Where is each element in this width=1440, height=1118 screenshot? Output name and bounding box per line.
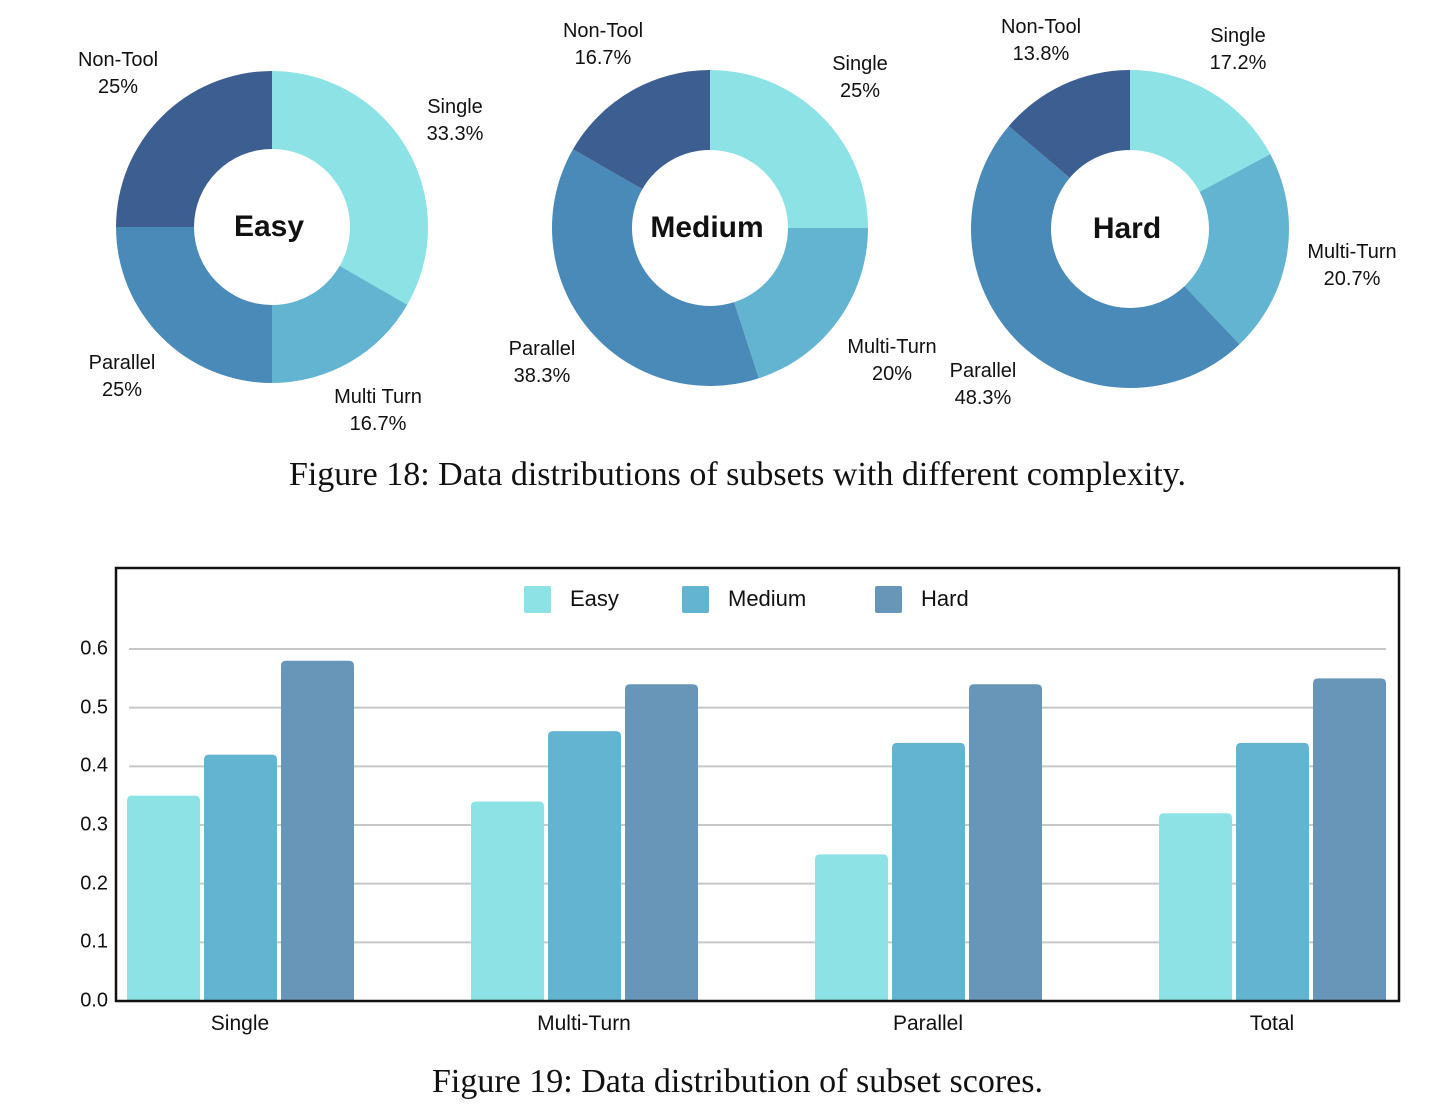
y-tick-label: 0.6 [80, 637, 108, 660]
slice-label: Single 33.3% [427, 94, 484, 148]
slice-value: 16.7% [349, 413, 407, 435]
slice-value: 16.7% [574, 47, 632, 69]
y-tick-label: 0.2 [80, 872, 108, 895]
legend-swatch-hard [875, 586, 902, 613]
bar-hard-multi-turn [625, 684, 698, 1001]
legend-swatch-easy [524, 586, 551, 613]
bar-medium-multi-turn [548, 731, 621, 1001]
y-tick-label: 0.4 [80, 754, 108, 777]
x-category-label: Multi-Turn [537, 1012, 631, 1035]
plot-frame [114, 566, 1401, 1003]
y-tick-label: 0.3 [80, 813, 108, 836]
bar-easy-parallel [815, 854, 888, 1001]
slice-category: Single [427, 96, 483, 118]
bar-easy-total [1159, 813, 1232, 1001]
legend-label: Easy [570, 586, 619, 611]
donut-slice-single [1130, 70, 1271, 192]
slice-value: 38.3% [513, 365, 571, 387]
slice-label: Non-Tool 16.7% [563, 18, 643, 72]
bar-medium-single [204, 754, 277, 1001]
slice-category: Parallel [88, 352, 156, 374]
slice-category: Non-Tool [562, 20, 644, 42]
donut-center-label: Easy [233, 210, 305, 243]
bar-medium-parallel [892, 742, 965, 1001]
slice-value: 25% [839, 80, 881, 102]
donut-slice-multi-turn [734, 228, 869, 379]
slice-label: Multi-Turn 20.7% [1307, 239, 1396, 293]
donut-center-label: Medium [650, 211, 764, 244]
slice-category: Non-Tool [1000, 16, 1082, 38]
legend-label: Hard [921, 586, 969, 611]
slice-value: 48.3% [954, 387, 1012, 409]
legend-swatch-medium [682, 586, 709, 613]
slice-label: Parallel 48.3% [950, 358, 1017, 412]
donut-slice-parallel [116, 227, 272, 383]
donut-slice-multi-turn [272, 265, 408, 383]
slice-category: Multi Turn [334, 386, 422, 408]
donut-slice-parallel [971, 126, 1240, 388]
slice-label: Parallel 38.3% [509, 336, 576, 390]
slice-value: 20% [871, 363, 913, 385]
donut-slice-single [710, 70, 868, 228]
slice-value: 17.2% [1209, 52, 1267, 74]
slice-value: 13.8% [1012, 43, 1070, 65]
figure-19-caption: Figure 19: Data distribution of subset s… [432, 1063, 1043, 1100]
x-category-label: Total [1249, 1012, 1295, 1035]
slice-label: Non-Tool 25% [78, 47, 158, 101]
donut-slice-parallel [551, 149, 759, 387]
slice-category: Parallel [949, 360, 1017, 382]
slice-value: 25% [101, 379, 143, 401]
x-category-label: Single [210, 1012, 270, 1035]
slice-value: 20.7% [1323, 268, 1381, 290]
x-category-label: Parallel [892, 1012, 964, 1035]
donut-slice-non-tool [573, 70, 710, 190]
y-tick-label: 0.1 [80, 930, 108, 953]
bar-easy-multi-turn [471, 801, 544, 1001]
slice-label: Non-Tool 13.8% [1001, 14, 1081, 68]
donut-slice-single [272, 71, 428, 305]
slice-label: Multi Turn 16.7% [334, 384, 422, 438]
slice-category: Single [832, 53, 888, 75]
donut-slice-multi-turn [1184, 154, 1289, 345]
slice-value: 33.3% [426, 123, 484, 145]
bar-hard-total [1313, 678, 1386, 1001]
bar-medium-total [1236, 742, 1309, 1001]
slice-label: Single 25% [832, 51, 888, 105]
bar-hard-parallel [969, 684, 1042, 1001]
figure-18-caption: Figure 18: Data distributions of subsets… [288, 456, 1187, 493]
slice-label: Parallel 25% [89, 350, 156, 404]
legend-label: Medium [728, 586, 807, 611]
slice-category: Non-Tool [77, 49, 159, 71]
slice-category: Multi-Turn [847, 336, 937, 358]
slice-label: Single 17.2% [1210, 23, 1267, 77]
donut-slice-non-tool [1008, 70, 1130, 178]
bar-hard-single [281, 660, 354, 1001]
slice-category: Parallel [508, 338, 576, 360]
slice-value: 25% [97, 76, 139, 98]
slice-category: Single [1210, 25, 1266, 47]
bar-easy-single [127, 795, 200, 1001]
donut-slice-non-tool [116, 71, 272, 227]
slice-label: Multi-Turn 20% [847, 334, 936, 388]
slice-category: Multi-Turn [1307, 241, 1397, 263]
donut-center-label: Hard [1092, 212, 1162, 245]
y-tick-label: 0.0 [80, 989, 108, 1012]
y-tick-label: 0.5 [80, 696, 108, 719]
